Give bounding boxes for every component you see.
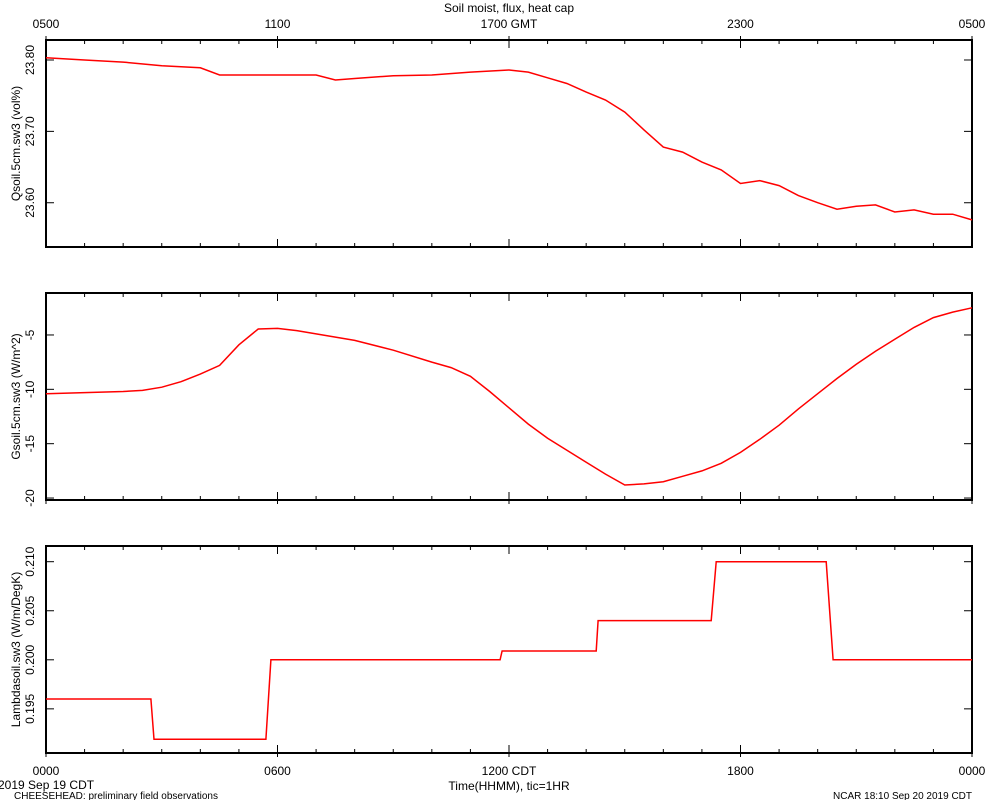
y-axis-label: Qsoil.5cm.sw3 (vol%) — [9, 86, 23, 201]
project-label: CHEESEHEAD: preliminary field observatio… — [14, 791, 218, 800]
y-tick-label: -15 — [23, 435, 37, 453]
y-axis-label: Lambdasoil.sw3 (W/m/DegK) — [9, 572, 23, 727]
y-tick-label: 23.60 — [23, 187, 37, 217]
x-axis-label: Time(HHMM), tic=1HR — [448, 779, 570, 793]
x-tick-label: 2300 — [727, 17, 754, 31]
x-tick-label: 0000 — [959, 764, 986, 778]
data-line — [45, 307, 973, 486]
y-tick-label: -20 — [23, 489, 37, 507]
y-tick-label: -10 — [23, 380, 37, 398]
chart-title: Soil moist, flux, heat cap — [444, 1, 574, 15]
data-line — [45, 57, 973, 221]
y-tick-label: 23.70 — [23, 116, 37, 146]
plot-frame — [45, 292, 973, 501]
y-tick-label: 0.200 — [23, 644, 37, 674]
stamp-label: NCAR 18:10 Sep 20 2019 CDT — [833, 791, 972, 800]
y-tick-label: 0.205 — [23, 595, 37, 625]
plot-frame — [45, 39, 973, 248]
date-label: 2019 Sep 19 CDT — [0, 778, 95, 792]
x-tick-label: 1100 — [265, 17, 291, 31]
y-tick-label: 23.80 — [23, 45, 37, 75]
x-tick-label: 1700 GMT — [481, 17, 538, 31]
y-tick-label: -5 — [23, 329, 37, 340]
x-tick-label: 1800 — [727, 764, 754, 778]
y-tick-label: 0.210 — [23, 546, 37, 576]
x-tick-label: 0000 — [33, 764, 60, 778]
y-axis-label: Gsoil.5cm.sw3 (W/m^2) — [9, 333, 23, 459]
x-tick-label: 0500 — [33, 17, 60, 31]
x-tick-label: 0500 — [959, 17, 986, 31]
x-tick-label: 0600 — [264, 764, 291, 778]
data-line — [46, 560, 972, 741]
x-tick-label: 1200 CDT — [482, 764, 537, 778]
y-tick-label: 0.195 — [23, 694, 37, 724]
